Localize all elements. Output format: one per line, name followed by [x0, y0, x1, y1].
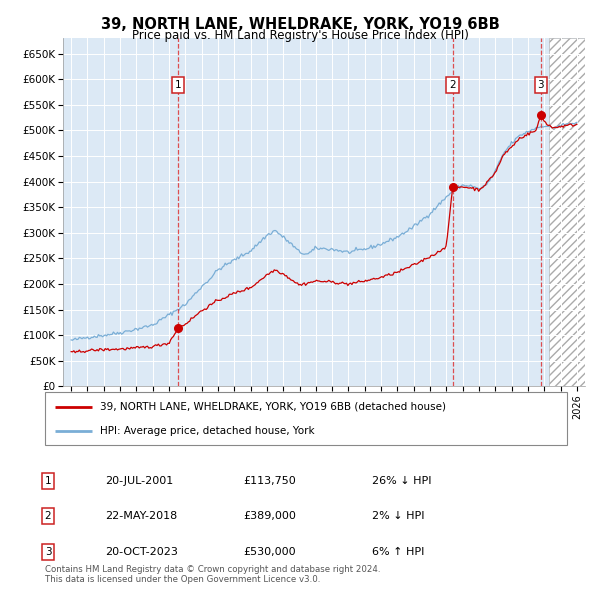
Text: Price paid vs. HM Land Registry's House Price Index (HPI): Price paid vs. HM Land Registry's House … — [131, 30, 469, 42]
Text: £389,000: £389,000 — [243, 512, 296, 521]
Text: £530,000: £530,000 — [243, 547, 296, 556]
Bar — [549, 38, 585, 386]
FancyBboxPatch shape — [45, 392, 567, 445]
Text: £113,750: £113,750 — [243, 476, 296, 486]
Text: 2: 2 — [44, 512, 52, 521]
Text: 3: 3 — [44, 547, 52, 556]
Text: 2: 2 — [449, 80, 456, 90]
Text: 2% ↓ HPI: 2% ↓ HPI — [372, 512, 425, 521]
Text: 39, NORTH LANE, WHELDRAKE, YORK, YO19 6BB: 39, NORTH LANE, WHELDRAKE, YORK, YO19 6B… — [101, 17, 499, 31]
Text: 1: 1 — [175, 80, 181, 90]
Text: 39, NORTH LANE, WHELDRAKE, YORK, YO19 6BB (detached house): 39, NORTH LANE, WHELDRAKE, YORK, YO19 6B… — [100, 402, 446, 412]
Text: HPI: Average price, detached house, York: HPI: Average price, detached house, York — [100, 426, 314, 436]
Text: 20-OCT-2023: 20-OCT-2023 — [105, 547, 178, 556]
Text: Contains HM Land Registry data © Crown copyright and database right 2024.
This d: Contains HM Land Registry data © Crown c… — [45, 565, 380, 584]
Text: 22-MAY-2018: 22-MAY-2018 — [105, 512, 177, 521]
Text: 6% ↑ HPI: 6% ↑ HPI — [372, 547, 424, 556]
Text: 20-JUL-2001: 20-JUL-2001 — [105, 476, 173, 486]
Text: 26% ↓ HPI: 26% ↓ HPI — [372, 476, 431, 486]
Text: 1: 1 — [44, 476, 52, 486]
Text: 3: 3 — [538, 80, 544, 90]
